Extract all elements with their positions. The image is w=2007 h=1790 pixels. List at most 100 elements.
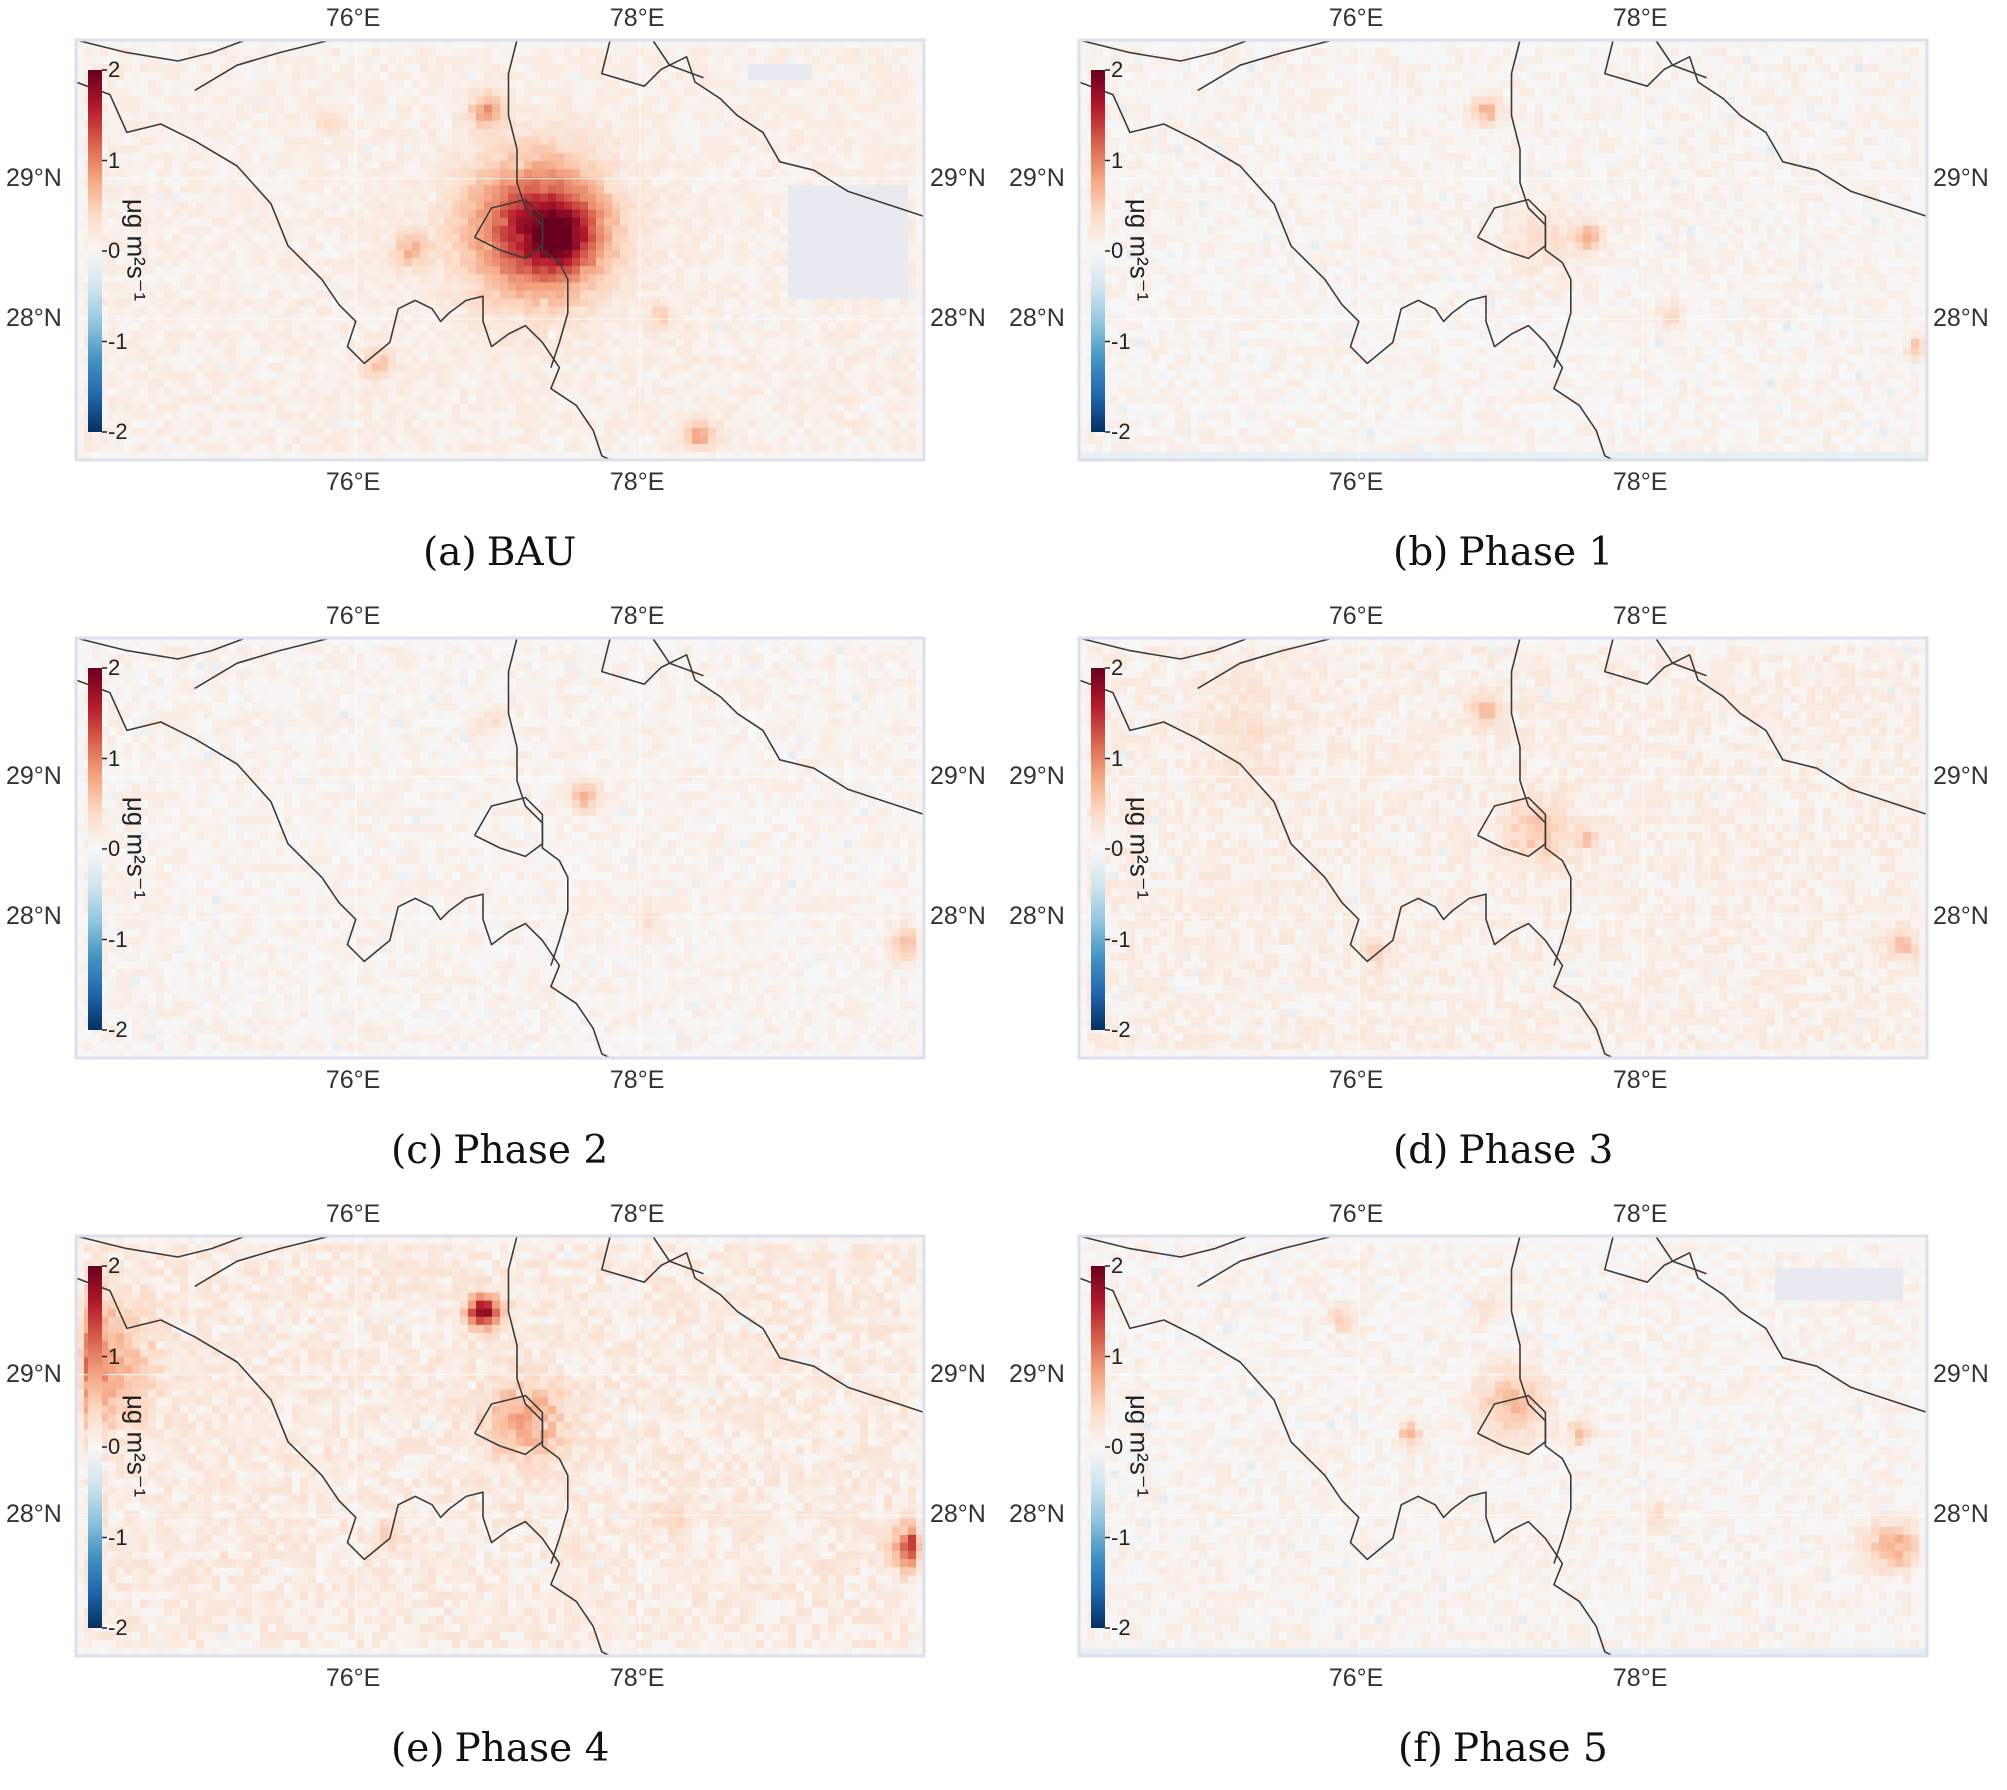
lat-label-left: 28°N bbox=[1009, 902, 1065, 931]
lon-label-top: 76°E bbox=[1329, 4, 1383, 33]
lat-label-right: 28°N bbox=[1933, 902, 1989, 931]
lon-label-bottom: 76°E bbox=[1329, 468, 1383, 497]
lat-label-left: 29°N bbox=[6, 762, 62, 791]
colorbar-tick-label: -1 bbox=[1111, 927, 1131, 953]
colorbar-tick-label: -2 bbox=[108, 1017, 128, 1043]
colorbar-tick-label: -2 bbox=[108, 419, 128, 445]
lon-label-bottom: 78°E bbox=[610, 1664, 664, 1693]
lon-label-bottom: 76°E bbox=[326, 1664, 380, 1693]
colorbar-tick-label: -2 bbox=[1111, 1017, 1131, 1043]
lon-label-top: 76°E bbox=[326, 4, 380, 33]
colorbar-units: μg m²s⁻¹ bbox=[1124, 199, 1155, 301]
colorbar bbox=[88, 1266, 102, 1628]
caption-letter: (f) bbox=[1398, 1726, 1443, 1771]
lat-label-right: 29°N bbox=[1933, 762, 1989, 791]
caption-label: Phase 2 bbox=[453, 1128, 608, 1173]
colorbar-units: μg m²s⁻¹ bbox=[1124, 1395, 1155, 1497]
colorbar-tick-label: 1 bbox=[1111, 148, 1123, 174]
panel-caption: (e)Phase 4 bbox=[391, 1726, 609, 1771]
colorbar-units: μg m²s⁻¹ bbox=[121, 1395, 152, 1497]
lat-label-left: 29°N bbox=[6, 164, 62, 193]
lon-label-top: 78°E bbox=[610, 602, 664, 631]
lon-label-bottom: 76°E bbox=[1329, 1664, 1383, 1693]
colorbar-tick-label: 0 bbox=[1111, 1434, 1123, 1460]
caption-label: BAU bbox=[487, 530, 577, 575]
colorbar-tick-label: 2 bbox=[108, 655, 120, 681]
lat-label-left: 29°N bbox=[6, 1360, 62, 1389]
caption-letter: (b) bbox=[1393, 530, 1448, 575]
colorbar-tick-label: 0 bbox=[1111, 238, 1123, 264]
lon-label-bottom: 76°E bbox=[326, 1066, 380, 1095]
caption-label: Phase 1 bbox=[1458, 530, 1613, 575]
lon-label-bottom: 78°E bbox=[1613, 1066, 1667, 1095]
lat-label-right: 29°N bbox=[930, 762, 986, 791]
colorbar-tick-label: 0 bbox=[108, 238, 120, 264]
colorbar-tick-label: 0 bbox=[108, 1434, 120, 1460]
caption-letter: (a) bbox=[423, 530, 477, 575]
lon-label-bottom: 76°E bbox=[326, 468, 380, 497]
lon-label-bottom: 78°E bbox=[610, 1066, 664, 1095]
colorbar-tick-label: 1 bbox=[108, 148, 120, 174]
colorbar-tick-label: 2 bbox=[1111, 1253, 1123, 1279]
colorbar-tick-label: -2 bbox=[1111, 419, 1131, 445]
colorbar-tick-label: -1 bbox=[1111, 1525, 1131, 1551]
colorbar-tick-label: 0 bbox=[1111, 836, 1123, 862]
lat-label-right: 28°N bbox=[930, 1500, 986, 1529]
lon-label-top: 78°E bbox=[1613, 1200, 1667, 1229]
panel-caption: (b)Phase 1 bbox=[1393, 530, 1613, 575]
colorbar-units: μg m²s⁻¹ bbox=[1124, 797, 1155, 899]
lon-label-top: 76°E bbox=[1329, 602, 1383, 631]
colorbar-tick-label: 2 bbox=[1111, 655, 1123, 681]
lat-label-right: 29°N bbox=[930, 1360, 986, 1389]
lat-label-left: 28°N bbox=[1009, 304, 1065, 333]
lat-label-left: 28°N bbox=[1009, 1500, 1065, 1529]
lon-label-bottom: 78°E bbox=[1613, 1664, 1667, 1693]
lat-label-right: 28°N bbox=[930, 304, 986, 333]
colorbar bbox=[88, 70, 102, 432]
caption-letter: (d) bbox=[1393, 1128, 1448, 1173]
lon-label-bottom: 78°E bbox=[610, 468, 664, 497]
lon-label-top: 76°E bbox=[1329, 1200, 1383, 1229]
caption-letter: (e) bbox=[391, 1726, 445, 1771]
colorbar-tick-label: 1 bbox=[1111, 746, 1123, 772]
colorbar-tick-label: -2 bbox=[108, 1615, 128, 1641]
colorbar bbox=[1091, 668, 1105, 1030]
lat-label-left: 28°N bbox=[6, 304, 62, 333]
panel-caption: (f)Phase 5 bbox=[1398, 1726, 1608, 1771]
lon-label-top: 76°E bbox=[326, 1200, 380, 1229]
caption-letter: (c) bbox=[391, 1128, 443, 1173]
colorbar-tick-label: 0 bbox=[108, 836, 120, 862]
lon-label-bottom: 78°E bbox=[1613, 468, 1667, 497]
panel-caption: (c)Phase 2 bbox=[391, 1128, 608, 1173]
colorbar-tick-label: -1 bbox=[1111, 329, 1131, 355]
lon-label-top: 78°E bbox=[610, 4, 664, 33]
colorbar-tick-label: -1 bbox=[108, 927, 128, 953]
lon-label-top: 78°E bbox=[610, 1200, 664, 1229]
lon-label-top: 78°E bbox=[1613, 602, 1667, 631]
colorbar bbox=[1091, 1266, 1105, 1628]
lat-label-left: 29°N bbox=[1009, 1360, 1065, 1389]
caption-label: Phase 3 bbox=[1458, 1128, 1613, 1173]
lon-label-top: 76°E bbox=[326, 602, 380, 631]
colorbar-tick-label: 2 bbox=[1111, 57, 1123, 83]
lat-label-left: 29°N bbox=[1009, 762, 1065, 791]
lat-label-right: 28°N bbox=[930, 902, 986, 931]
lat-label-left: 29°N bbox=[1009, 164, 1065, 193]
lat-label-left: 28°N bbox=[6, 902, 62, 931]
colorbar bbox=[1091, 70, 1105, 432]
colorbar-tick-label: -1 bbox=[108, 1525, 128, 1551]
panel-caption: (d)Phase 3 bbox=[1393, 1128, 1613, 1173]
caption-label: Phase 5 bbox=[1453, 1726, 1608, 1771]
lat-label-right: 29°N bbox=[1933, 164, 1989, 193]
colorbar bbox=[88, 668, 102, 1030]
colorbar-tick-label: -1 bbox=[108, 329, 128, 355]
colorbar-units: μg m²s⁻¹ bbox=[121, 199, 152, 301]
colorbar-units: μg m²s⁻¹ bbox=[121, 797, 152, 899]
colorbar-tick-label: 1 bbox=[108, 1344, 120, 1370]
